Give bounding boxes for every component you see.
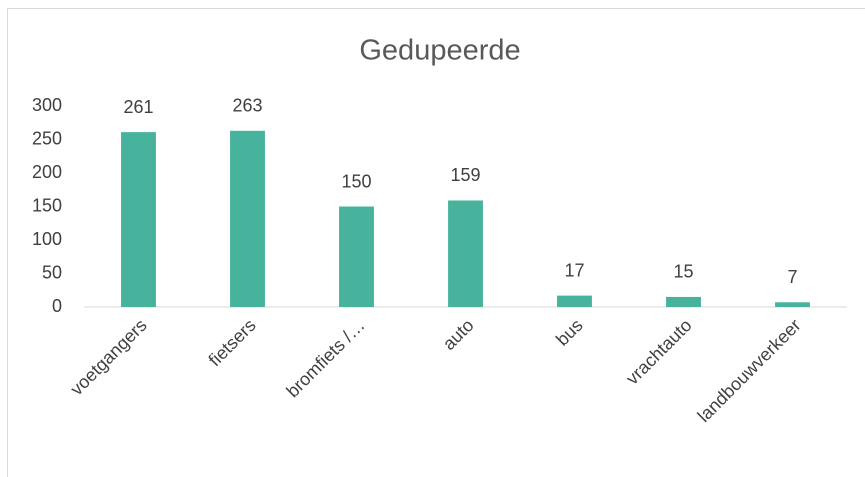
y-tick-label: 200 [32, 162, 62, 182]
data-label: 263 [232, 96, 262, 116]
y-tick-label: 250 [32, 128, 62, 148]
x-tick-label: bus [552, 315, 587, 350]
y-tick-label: 50 [42, 262, 62, 282]
x-tick-label: vrachtauto [622, 315, 696, 389]
x-tick-label: bromfiets /… [282, 315, 368, 401]
y-tick-label: 150 [32, 195, 62, 215]
bar [775, 302, 810, 307]
data-label: 150 [341, 171, 371, 191]
x-tick-label: voetgangers [66, 315, 150, 399]
data-label: 7 [787, 267, 797, 287]
y-tick-label: 100 [32, 229, 62, 249]
chart-title: Gedupeerde [359, 35, 520, 67]
x-tick-label: auto [439, 315, 478, 354]
data-label: 159 [450, 165, 480, 185]
chart-border [7, 8, 865, 477]
data-label: 15 [673, 262, 693, 282]
y-tick-label: 0 [52, 296, 62, 316]
y-tick-label: 300 [32, 95, 62, 115]
bar [121, 132, 156, 307]
bar [666, 296, 701, 307]
data-label: 17 [564, 260, 584, 280]
data-label: 261 [123, 97, 153, 117]
x-tick-label: fietsers [205, 315, 260, 370]
x-tick-label: landbouwverkeer [694, 315, 805, 426]
bar [230, 130, 265, 307]
bar [339, 206, 374, 307]
bar [448, 200, 483, 307]
bar [557, 295, 592, 307]
